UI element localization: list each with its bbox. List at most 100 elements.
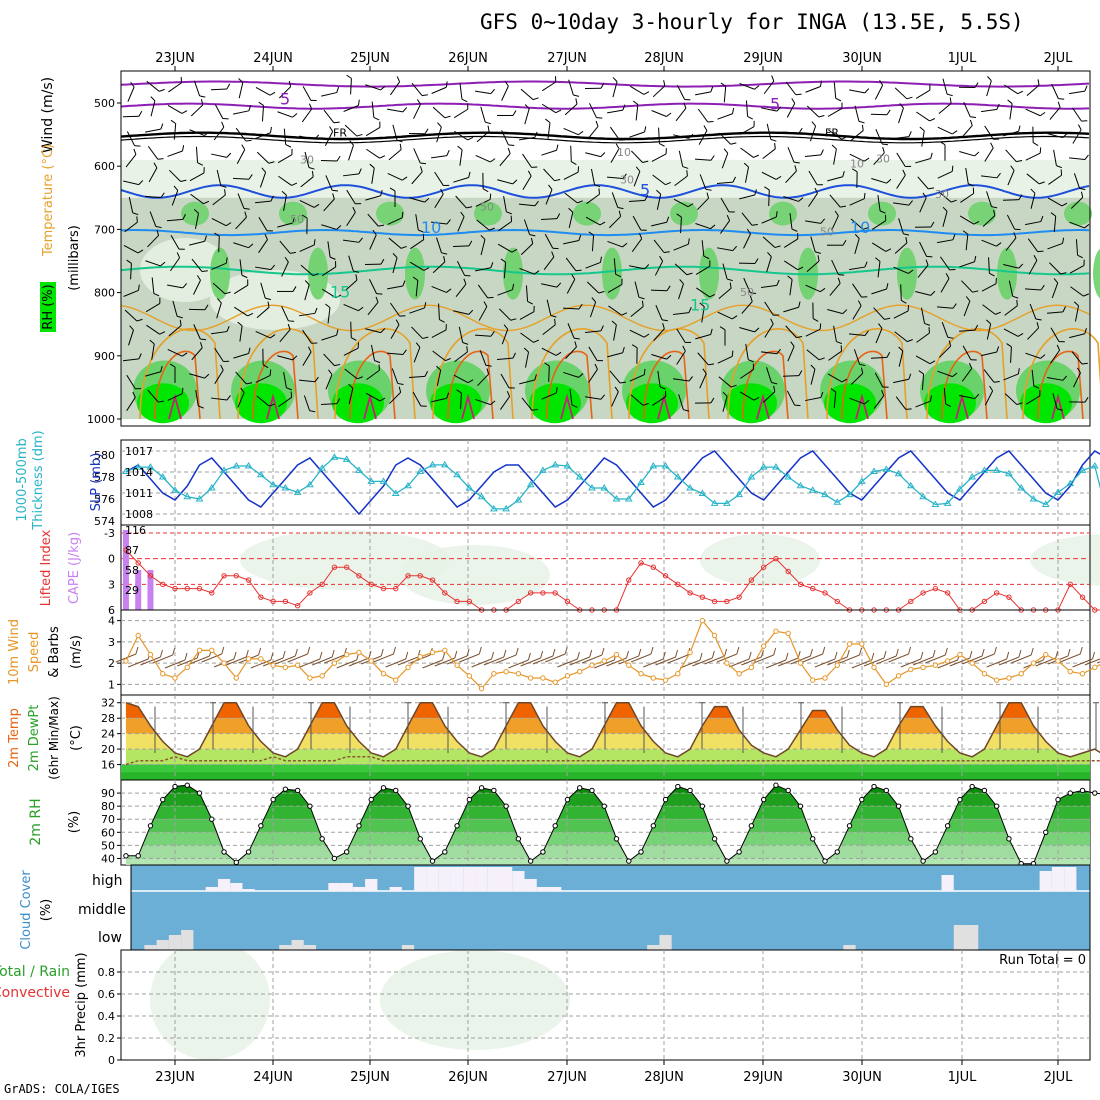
barb-shaft xyxy=(151,277,155,294)
temp-contour-25 xyxy=(349,350,396,420)
barb-shaft xyxy=(434,193,444,209)
wind-barb xyxy=(590,168,601,188)
barb-shaft xyxy=(457,216,465,232)
wind-speed-marker xyxy=(1079,671,1086,677)
barb-feather xyxy=(1040,215,1044,222)
barb-shaft xyxy=(1025,221,1041,226)
barb-shaft xyxy=(701,240,705,257)
wind-barb-feather xyxy=(834,651,838,660)
barb-feather xyxy=(573,337,580,340)
barb-shaft xyxy=(233,284,249,295)
thickness-marker xyxy=(968,473,977,480)
barb-shaft xyxy=(1028,260,1038,275)
barb-feather xyxy=(752,363,755,370)
wind-barb xyxy=(675,102,687,122)
barb-shaft xyxy=(546,299,552,316)
barb-shaft xyxy=(698,130,708,145)
wind-barb xyxy=(915,84,931,99)
wind-barb xyxy=(477,368,490,387)
barb-shaft xyxy=(1048,262,1062,275)
barb-feather xyxy=(685,341,692,343)
wind-barb xyxy=(718,132,737,145)
barb-feather xyxy=(512,110,517,116)
rh-marker xyxy=(147,823,154,829)
wind-barb xyxy=(520,88,539,101)
rh-shade-bright xyxy=(824,383,876,424)
barb-feather xyxy=(898,346,904,352)
barb-feather xyxy=(702,368,707,374)
wind-barb-10m xyxy=(520,657,541,667)
barb-feather xyxy=(861,124,864,131)
low-cloud-bar xyxy=(291,940,304,950)
wind-speed-marker xyxy=(319,673,325,679)
bottom-day-label: 28JUN xyxy=(644,1070,684,1085)
wind-speed-marker xyxy=(405,664,411,671)
thickness-marker xyxy=(1029,495,1038,502)
wind-speed-marker xyxy=(294,662,301,668)
barb-shaft xyxy=(762,391,776,403)
wind-barb xyxy=(238,78,244,99)
wind-barb xyxy=(438,303,445,323)
barb-shaft xyxy=(371,101,375,118)
wind-barb xyxy=(652,390,667,406)
barb-feather xyxy=(328,369,333,375)
wind-barb-feather xyxy=(478,646,482,655)
barb-feather xyxy=(595,120,599,127)
high-cloud-bar xyxy=(941,875,954,891)
slp-tick-label: 1008 xyxy=(125,508,153,521)
wind-barb xyxy=(810,364,816,385)
wind-barb xyxy=(432,256,446,274)
wind-barb xyxy=(1025,215,1044,226)
barb-shaft xyxy=(346,212,356,227)
rh-marker xyxy=(810,836,816,842)
wind-barb xyxy=(432,350,451,362)
barb-feather xyxy=(512,283,515,290)
barb-feather xyxy=(621,312,628,316)
barb-feather xyxy=(642,403,649,406)
barb-feather xyxy=(820,287,826,293)
barb-shaft xyxy=(760,351,778,355)
wind-barb xyxy=(498,215,513,232)
wind-barb xyxy=(1050,344,1061,364)
wind-barb xyxy=(409,261,430,271)
rh-marker xyxy=(319,836,325,842)
barb-feather xyxy=(1036,322,1040,329)
wind-barb xyxy=(699,174,712,191)
wind-barb-10m xyxy=(974,653,995,663)
barb-feather xyxy=(244,211,247,218)
barb-feather xyxy=(1032,142,1039,146)
wind-barb xyxy=(283,128,292,148)
wind-barb xyxy=(676,213,682,234)
barb-shaft xyxy=(456,260,466,276)
cape-bar xyxy=(122,530,129,610)
wind-barb xyxy=(193,80,206,98)
thickness-marker xyxy=(195,495,204,502)
barb-shaft xyxy=(718,376,732,388)
rh-marker xyxy=(736,849,742,855)
wind-barb xyxy=(960,187,975,203)
barb-feather xyxy=(176,315,183,319)
wind-speed-marker xyxy=(993,677,1000,683)
lifted-index-marker xyxy=(442,590,448,596)
thickness-marker xyxy=(428,460,437,468)
wind-barb xyxy=(348,255,360,273)
wind-speed-marker xyxy=(944,658,951,664)
high-cloud-bar xyxy=(536,887,550,891)
wind-barb xyxy=(126,259,132,280)
pressure-tick-label: 900 xyxy=(94,350,115,363)
high-cloud-bar xyxy=(242,889,255,891)
barb-feather xyxy=(818,115,825,118)
barb-shaft xyxy=(431,285,447,293)
wind-barb-10m xyxy=(275,655,296,665)
lifted-index-marker xyxy=(687,590,693,596)
wind-barb-10m xyxy=(1084,658,1100,666)
wind-barb xyxy=(763,75,775,95)
barb-shaft xyxy=(123,180,139,186)
barb-shaft xyxy=(525,285,529,302)
barb-shaft xyxy=(1006,214,1016,230)
wind-barb xyxy=(545,118,551,139)
barb-feather xyxy=(974,255,977,262)
barb-feather xyxy=(181,110,188,114)
barb-feather xyxy=(500,258,506,263)
barb-feather xyxy=(775,175,782,180)
